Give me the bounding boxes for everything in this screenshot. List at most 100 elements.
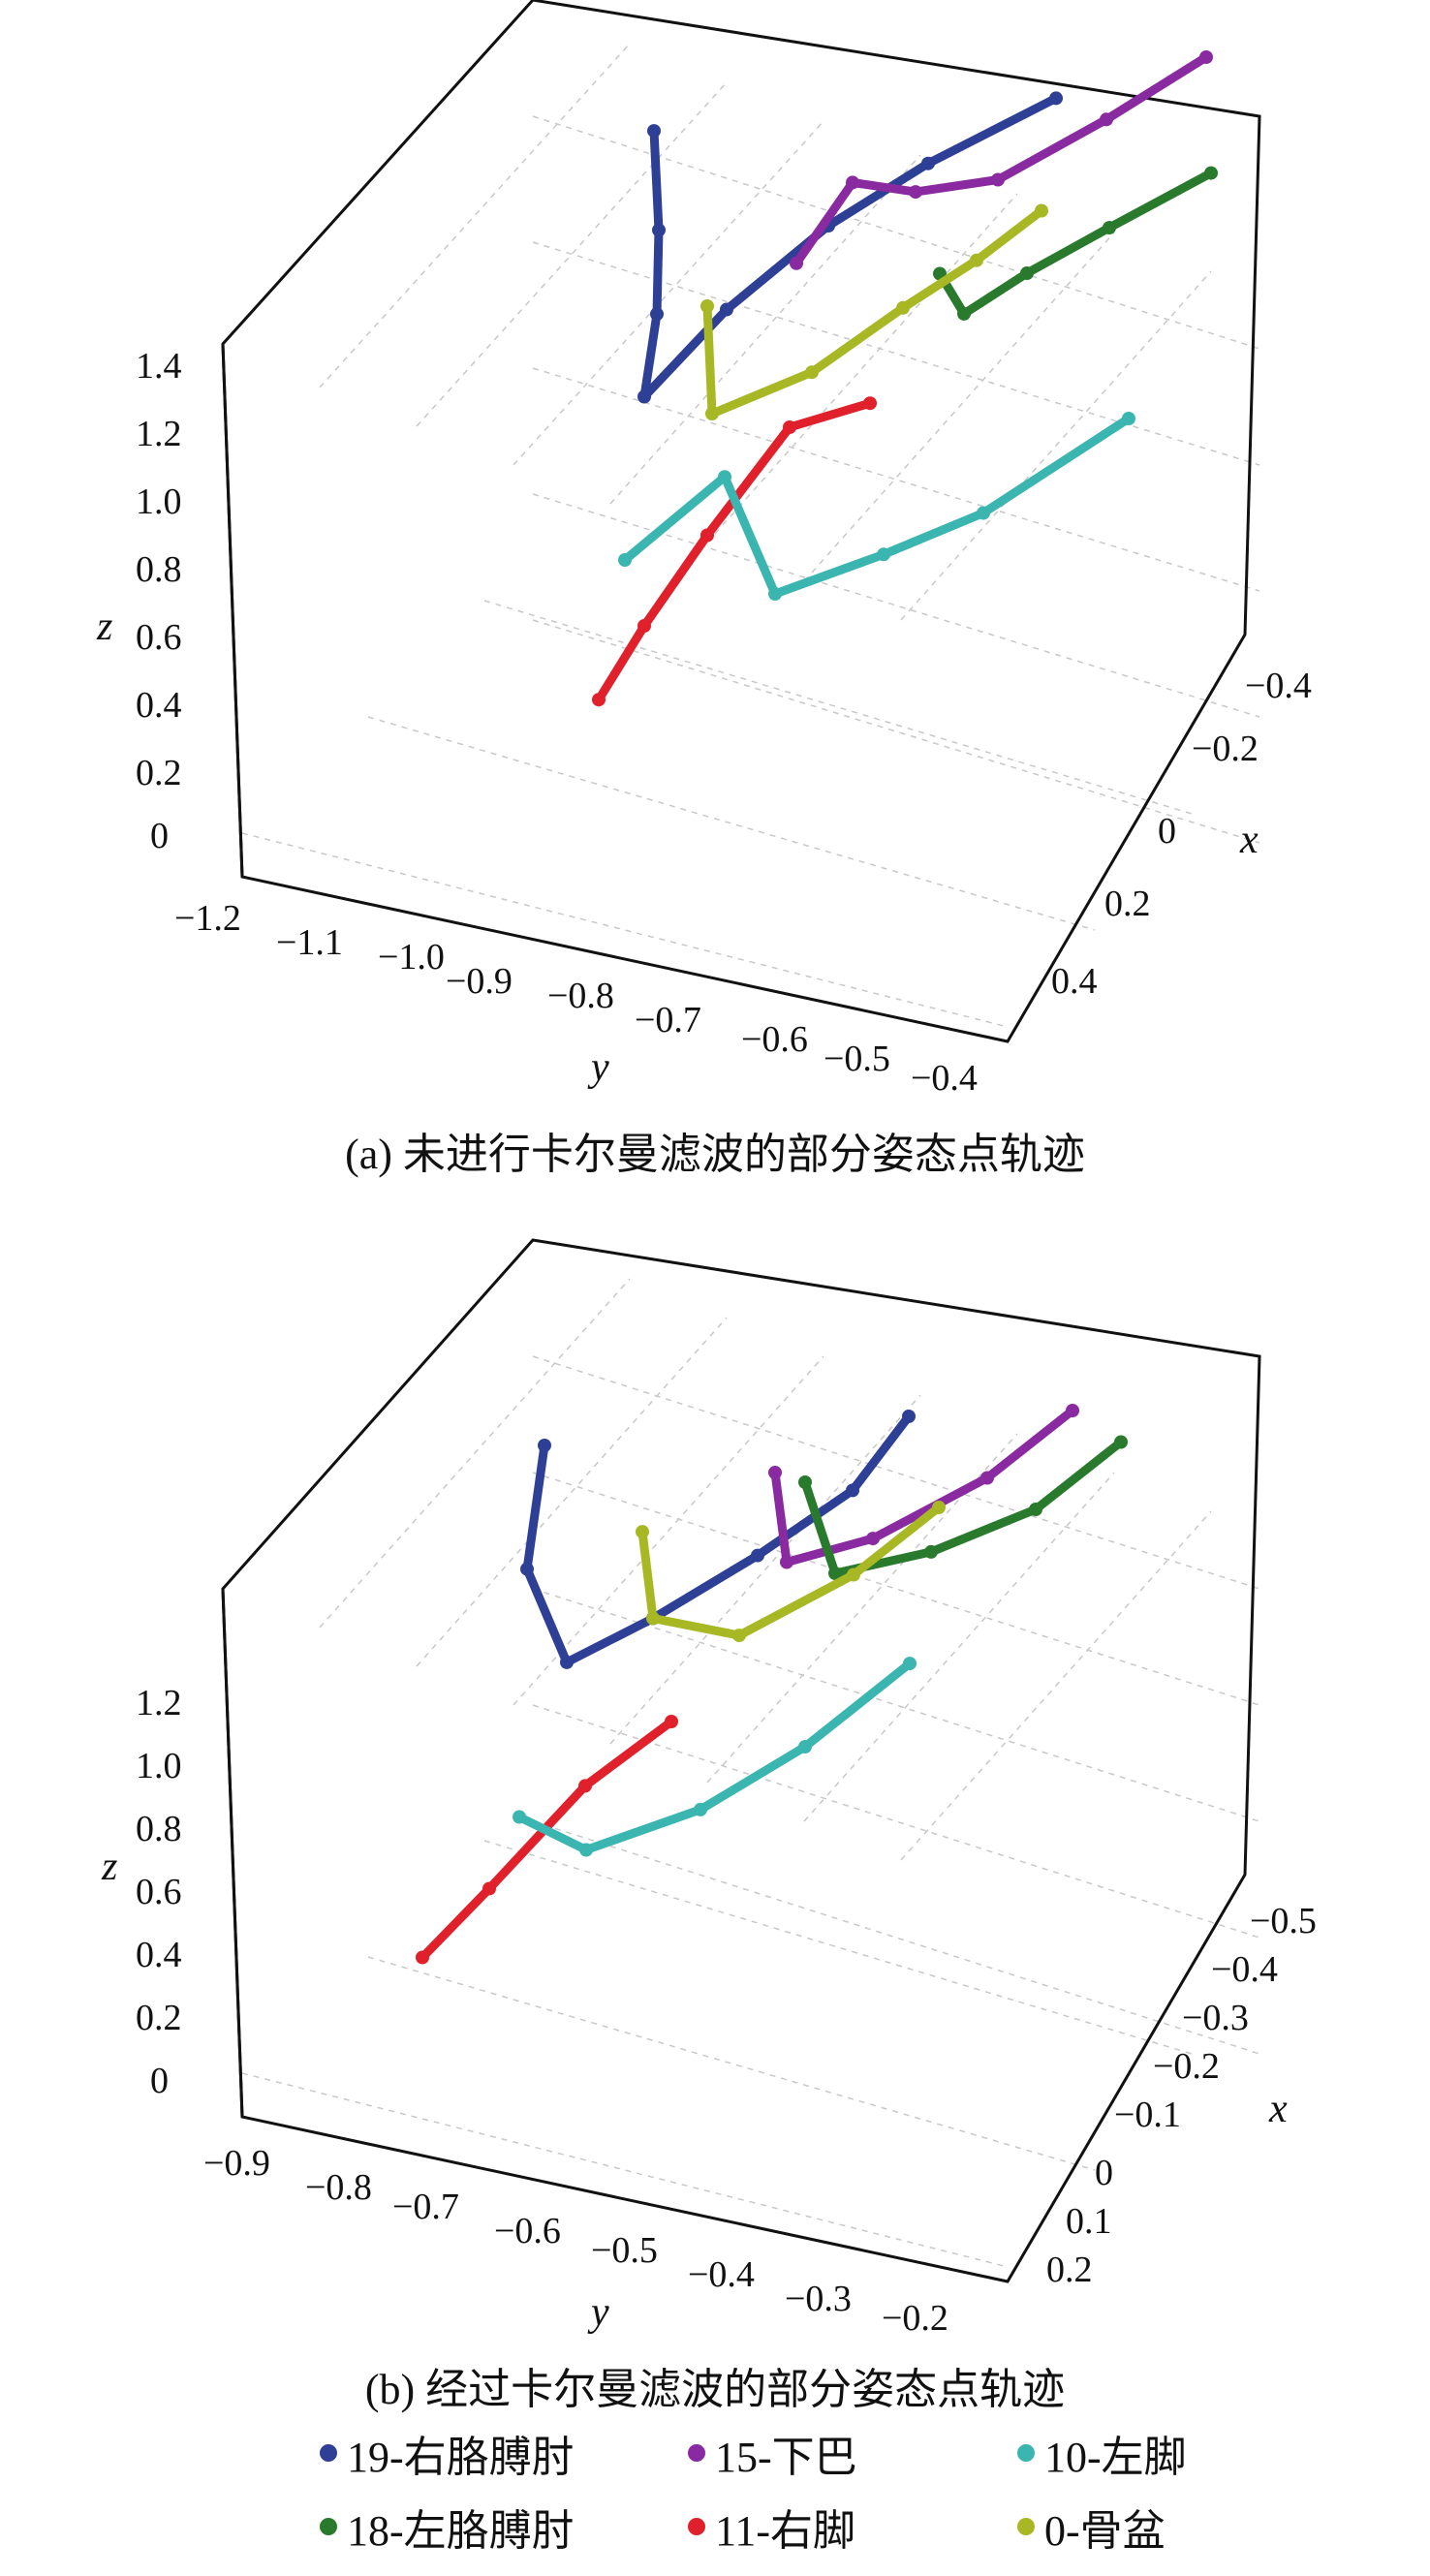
- chart-a-axes: [221, 0, 1261, 1043]
- chart-b-ztick-3: 0.6: [136, 1872, 182, 1912]
- chart-a-ytick-0: −1.2: [174, 898, 241, 939]
- trajectory-line-3: [702, 206, 1046, 419]
- trajectory-point: [909, 185, 922, 200]
- chart-b-ytick-5: −0.4: [688, 2254, 755, 2295]
- caption-b: (b) 经过卡尔曼滤波的部分姿态点轨迹: [364, 2366, 1066, 2413]
- trajectory-point: [903, 1657, 917, 1671]
- trajectory-point: [637, 619, 651, 633]
- chart-a-ztick-3: 0.6: [136, 617, 182, 658]
- chart-b-ytick-0: −0.9: [203, 2143, 270, 2184]
- trajectory-point: [896, 300, 910, 315]
- chart-a-ytick-7: −0.5: [824, 1039, 890, 1079]
- trajectory-line-2: [935, 169, 1216, 319]
- legend-label: 11-右脚: [715, 2507, 856, 2555]
- trajectory-point: [579, 1843, 593, 1857]
- trajectory-point: [1049, 91, 1063, 106]
- trajectory-point: [700, 299, 714, 313]
- trajectory-point: [798, 1475, 812, 1489]
- chart-a-ztick-0: 0: [150, 816, 169, 856]
- chart-a: −1.2 −1.1 −1.0 −0.9 −0.8 −0.7 −0.6 −0.5 …: [96, 0, 1312, 1099]
- legend-item: 11-右脚: [688, 2496, 1017, 2558]
- chart-b-xtick-0: −0.5: [1250, 1901, 1317, 1941]
- chart-b-series: [416, 1404, 1128, 1965]
- chart-b-ztick-6: 1.2: [136, 1683, 182, 1723]
- trajectory-point: [520, 1562, 534, 1576]
- trajectory-point: [1204, 166, 1218, 180]
- chart-b-xtick-1: −0.4: [1211, 1949, 1278, 1990]
- chart-a-ytick-6: −0.6: [741, 1019, 808, 1060]
- trajectory-point: [513, 1810, 526, 1824]
- chart-a-ytick-8: −0.4: [911, 1058, 978, 1099]
- trajectory-point: [636, 1525, 649, 1539]
- legend-item: 10-左脚: [1017, 2422, 1308, 2484]
- trajectory-point: [637, 389, 651, 404]
- chart-b-xtick-3: −0.2: [1153, 2046, 1220, 2087]
- chart-a-series: [592, 50, 1218, 707]
- chart-a-ztick-7: 1.4: [136, 346, 182, 387]
- trajectory-point: [560, 1655, 574, 1669]
- legend-item: 0-骨盆: [1017, 2496, 1308, 2558]
- chart-b-xtick-7: 0.2: [1046, 2250, 1093, 2290]
- trajectory-point: [1103, 221, 1116, 234]
- trajectory-point: [1029, 1503, 1042, 1516]
- legend-label: 0-骨盆: [1044, 2507, 1166, 2555]
- trajectory-point: [768, 587, 782, 601]
- trajectory-point: [1020, 266, 1034, 280]
- chart-b-ztick-4: 0.8: [136, 1809, 182, 1849]
- chart-a-ytick-2: −1.0: [378, 937, 445, 978]
- chart-b-gridlines: [222, 1239, 1260, 2268]
- trajectory-point: [751, 1548, 764, 1563]
- trajectory-point: [482, 1881, 496, 1896]
- chart-b-ztick-5: 1.0: [136, 1746, 182, 1786]
- chart-a-ztick-1: 0.2: [136, 753, 182, 793]
- trajectory-point: [980, 1471, 994, 1485]
- trajectory-point: [538, 1439, 551, 1452]
- trajectory-point: [866, 1532, 880, 1546]
- chart-a-ztick-5: 1.0: [136, 481, 182, 522]
- legend: 19-右胳膊肘 15-下巴 10-左脚 18-左胳膊肘 11-右脚 0-骨盆: [320, 2422, 1385, 2558]
- trajectory-point: [1100, 112, 1113, 127]
- chart-a-ztick-6: 1.2: [136, 414, 182, 454]
- trajectory-point: [768, 1466, 782, 1479]
- trajectory-point: [416, 1950, 429, 1965]
- trajectory-point: [902, 1410, 916, 1423]
- trajectory-line-1: [792, 52, 1211, 268]
- chart-b-xtick-5: 0: [1095, 2153, 1113, 2193]
- legend-label: 15-下巴: [715, 2434, 857, 2481]
- trajectory-point: [720, 302, 733, 317]
- trajectory-line-2: [800, 1438, 1126, 1578]
- legend-dot: [320, 2444, 337, 2462]
- trajectory-point: [1035, 203, 1048, 218]
- chart-a-xtick-4: 0.4: [1051, 961, 1098, 1002]
- chart-b-xtick-4: −0.1: [1114, 2095, 1181, 2135]
- chart-b-xtick-2: −0.3: [1182, 1998, 1249, 2038]
- chart-b-ytick-4: −0.5: [591, 2230, 658, 2271]
- chart-b-xlabel: x: [1268, 2087, 1288, 2131]
- chart-b-xtick-6: 0.1: [1066, 2201, 1112, 2242]
- trajectory-point: [790, 256, 803, 270]
- trajectory-point: [647, 124, 661, 139]
- chart-a-ytick-3: −0.9: [446, 961, 513, 1002]
- trajectory-point: [1114, 1435, 1128, 1449]
- chart-a-zlabel: z: [96, 605, 112, 649]
- trajectory-point: [700, 528, 714, 543]
- trajectory-point: [991, 172, 1005, 187]
- chart-b-ytick-1: −0.8: [305, 2167, 372, 2208]
- trajectory-point: [646, 1611, 660, 1626]
- legend-item: 19-右胳膊肘: [320, 2422, 688, 2484]
- trajectory-point: [592, 693, 606, 707]
- chart-a-xlabel: x: [1239, 818, 1259, 862]
- trajectory-point: [932, 1501, 946, 1514]
- trajectory-point: [652, 223, 666, 237]
- chart-a-ztick-4: 0.8: [136, 549, 182, 590]
- trajectory-line-5: [514, 1659, 915, 1854]
- chart-a-ytick-5: −0.7: [635, 1000, 701, 1040]
- trajectory-point: [1066, 1404, 1079, 1417]
- trajectory-point: [846, 1483, 859, 1498]
- trajectory-point: [977, 506, 990, 520]
- trajectory-point: [846, 175, 859, 190]
- legend-label: 18-左胳膊肘: [347, 2507, 575, 2555]
- trajectory-line-0: [639, 93, 1061, 401]
- chart-a-ylabel: y: [587, 1045, 609, 1090]
- caption-a: (a) 未进行卡尔曼滤波的部分姿态点轨迹: [345, 1131, 1085, 1178]
